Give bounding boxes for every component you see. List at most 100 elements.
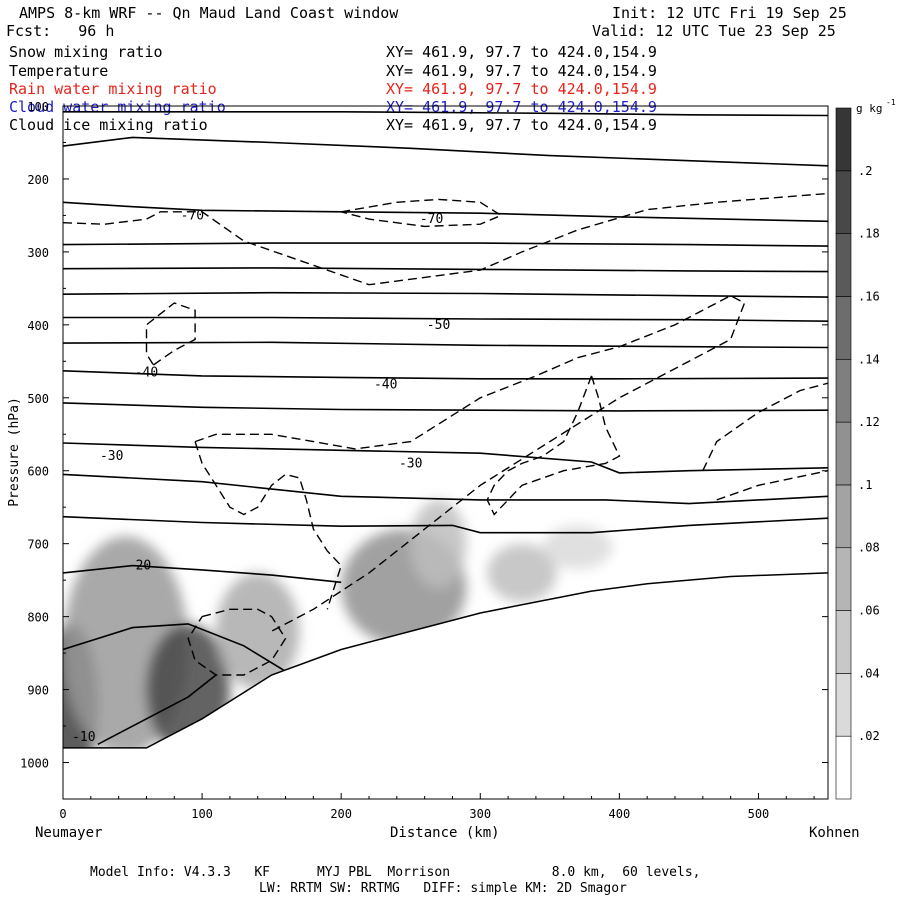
snow-shading xyxy=(63,499,613,785)
x-axis-title: Distance (km) xyxy=(390,825,500,841)
colorbar-unit-exponent: -1 xyxy=(886,98,896,107)
isotherm-line xyxy=(63,316,828,322)
x-tick-label: 200 xyxy=(330,807,352,821)
isotherm-line xyxy=(63,136,828,167)
cloud-ice-contour xyxy=(486,375,621,516)
isotherm-label: -40 xyxy=(135,365,158,380)
colorbar-tick-label: .1 xyxy=(858,478,872,492)
isotherm-label: -70 xyxy=(181,208,204,223)
model-info-line1: Model Info: V4.3.3 KF MYJ PBL Morrison 8… xyxy=(90,865,701,880)
isotherm-label: -40 xyxy=(374,378,397,393)
cloud-ice-contour xyxy=(716,470,828,501)
y-tick-label: 500 xyxy=(27,392,49,406)
colorbar-unit: g kg xyxy=(856,102,883,115)
y-tick-label: 400 xyxy=(27,319,49,333)
x-tick-label: 0 xyxy=(59,807,66,821)
isotherm-label: -70 xyxy=(420,212,443,227)
colorbar-tick-label: .02 xyxy=(858,729,880,743)
isotherm-line xyxy=(63,341,828,349)
y-tick-label: 900 xyxy=(27,684,49,698)
cloud-ice-contour xyxy=(187,608,287,676)
snow-blob xyxy=(410,499,467,588)
isotherm-line xyxy=(63,242,828,247)
isotherm-line xyxy=(63,564,342,584)
isotherm-line xyxy=(63,370,828,380)
isotherm-line xyxy=(97,674,217,746)
colorbar-tick-label: .12 xyxy=(858,415,880,429)
snow-blob xyxy=(487,543,557,603)
colorbar-tick-label: .04 xyxy=(858,666,880,680)
colorbar-segment xyxy=(835,735,852,800)
cloud-ice-contour xyxy=(63,192,828,286)
terrain xyxy=(63,572,828,799)
colorbar-segment xyxy=(835,673,852,737)
colorbar-segment xyxy=(835,170,852,234)
x-right-label: Kohnen xyxy=(809,825,860,841)
field-label-cloud-ice: Cloud ice mixing ratio xyxy=(9,116,208,134)
cloud-ice-contour xyxy=(194,441,342,610)
colorbar-tick-label: .16 xyxy=(858,289,880,303)
field-xy-rain: XY= 461.9, 97.7 to 424.0,154.9 xyxy=(386,80,657,98)
colorbar-tick-label: .08 xyxy=(858,541,880,555)
y-tick-label: 100 xyxy=(27,100,49,114)
colorbar-segment xyxy=(835,484,852,549)
isotherm-label: -20 xyxy=(128,559,151,574)
plot-frame xyxy=(62,105,829,800)
isotherm-line xyxy=(63,515,828,534)
model-info-line2: LW: RRTM SW: RRTMG DIFF: simple KM: 2D S… xyxy=(259,881,627,896)
isotherm-line xyxy=(63,267,828,273)
isotherm-label: -10 xyxy=(72,730,95,745)
terrain-fill xyxy=(63,572,828,799)
colorbar-tick-label: .2 xyxy=(858,164,872,178)
colorbar-segment xyxy=(835,358,852,423)
colorbar-segment xyxy=(835,610,852,674)
valid-time: Valid: 12 UTC Tue 23 Sep 25 xyxy=(592,22,836,40)
x-tick-label: 100 xyxy=(191,807,213,821)
y-tick-label: 700 xyxy=(27,538,49,552)
colorbar-tick-label: .06 xyxy=(858,604,880,618)
colorbar-tick-label: .14 xyxy=(858,352,880,366)
init-time: Init: 12 UTC Fri 19 Sep 25 xyxy=(612,4,847,22)
y-tick-label: 600 xyxy=(27,465,49,479)
x-tick-label: 400 xyxy=(609,807,631,821)
field-label-snow: Snow mixing ratio xyxy=(9,43,163,61)
isotherm-line xyxy=(63,442,828,474)
colorbar-segment xyxy=(835,107,852,172)
isotherm-line xyxy=(63,111,828,117)
snow-blob xyxy=(542,525,613,570)
forecast-hour: Fcst: 96 h xyxy=(6,22,115,40)
field-label-rain: Rain water mixing ratio xyxy=(9,80,217,98)
y-axis-title: Pressure (hPa) xyxy=(7,397,22,507)
field-xy-cloud-water: XY= 461.9, 97.7 to 424.0,154.9 xyxy=(386,98,657,116)
colorbar-tick-label: .18 xyxy=(858,227,880,241)
y-tick-label: 200 xyxy=(27,173,49,187)
colorbar: .02 .04 .06 .08 .1 .12 .14 .16 .18 .2 g kg -1 xyxy=(835,98,896,800)
cloud-ice-contour xyxy=(341,198,503,228)
cloud-ice-contour xyxy=(194,294,746,632)
snow-blob xyxy=(216,572,300,690)
isotherm-line xyxy=(63,473,828,505)
y-tick-label: 1000 xyxy=(20,757,49,771)
x-tick-label: 500 xyxy=(748,807,770,821)
axes: 0 100 200 300 400 500 100 200 300 400 500 600 700 800… xyxy=(20,100,828,821)
y-tick-label: 800 xyxy=(27,611,49,625)
isotherm-line xyxy=(63,291,828,298)
y-tick-label: 300 xyxy=(27,246,49,260)
field-xy-snow: XY= 461.9, 97.7 to 424.0,154.9 xyxy=(386,43,657,61)
isotherm-label: -30 xyxy=(100,449,123,464)
isotherm-labels: -70 -70 -50 -40 -40 -30 -30 -20 -10 xyxy=(72,208,450,745)
field-xy-temperature: XY= 461.9, 97.7 to 424.0,154.9 xyxy=(386,62,657,80)
colorbar-segment xyxy=(835,296,852,360)
field-label-temperature: Temperature xyxy=(9,62,109,80)
cloud-ice-contour xyxy=(702,382,828,472)
colorbar-segment xyxy=(835,421,852,486)
field-xy-cloud-ice: XY= 461.9, 97.7 to 424.0,154.9 xyxy=(386,116,657,134)
x-tick-label: 300 xyxy=(469,807,491,821)
terrain-surface xyxy=(63,572,828,749)
isotherm-label: -50 xyxy=(427,318,450,333)
cloud-ice-contours xyxy=(63,192,828,676)
chart-title: AMPS 8-km WRF -- Qn Maud Land Coast wind… xyxy=(19,4,399,22)
colorbar-segment xyxy=(835,547,852,611)
colorbar-segment xyxy=(835,233,852,297)
